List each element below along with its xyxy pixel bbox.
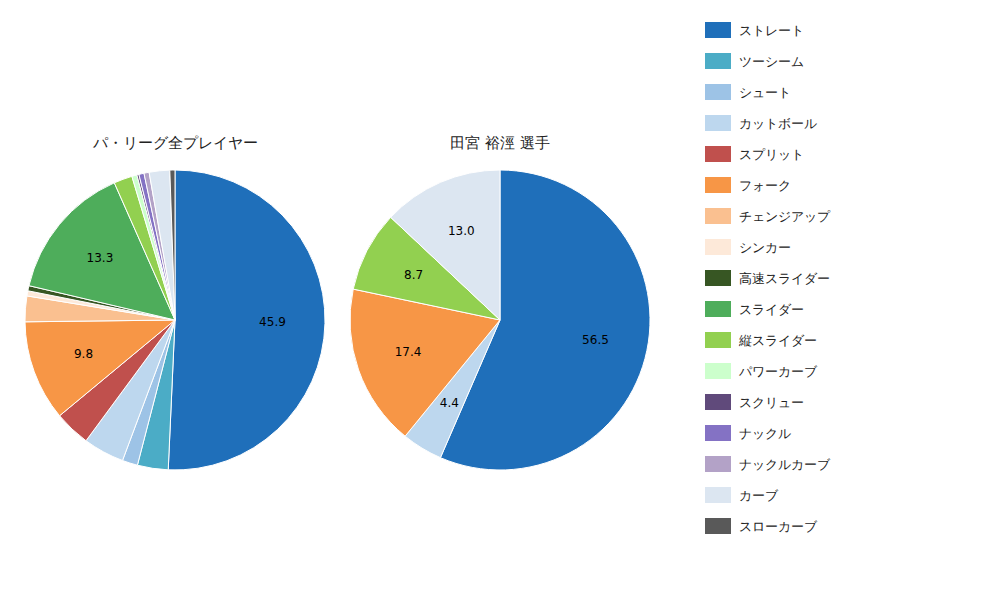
legend-swatch	[705, 270, 731, 286]
data-label: 56.5	[582, 333, 609, 347]
legend-label: 縦スライダー	[738, 333, 817, 348]
legend-label: ストレート	[739, 23, 804, 38]
chart-title: パ・リーグ全プレイヤー	[92, 134, 258, 152]
data-label: 13.3	[87, 251, 114, 265]
data-label: 13.0	[448, 224, 475, 238]
legend-swatch	[705, 115, 731, 131]
legend-swatch	[705, 301, 731, 317]
legend-label: 高速スライダー	[739, 271, 830, 286]
pie-slice	[391, 170, 500, 320]
pie-group	[25, 170, 325, 470]
legend-swatch	[705, 239, 731, 255]
legend-label: スローカーブ	[739, 519, 818, 534]
pie-group	[350, 170, 650, 470]
data-labels: 45.9 9.8 13.3	[74, 251, 286, 361]
legend-swatch	[705, 487, 731, 503]
legend-swatch	[705, 146, 731, 162]
legend-label: ナックル	[739, 426, 791, 441]
legend: ストレートツーシームシュートカットボールスプリットフォークチェンジアップシンカー…	[705, 22, 831, 534]
chart-title: 田宮 裕涇 選手	[450, 134, 550, 152]
legend-label: スプリット	[739, 147, 804, 162]
legend-label: ナックルカーブ	[739, 457, 831, 472]
legend-label: フォーク	[739, 178, 791, 193]
legend-swatch	[705, 425, 731, 441]
legend-label: ツーシーム	[739, 54, 804, 69]
legend-swatch	[705, 363, 731, 379]
legend-swatch	[705, 518, 731, 534]
legend-label: カーブ	[739, 488, 779, 503]
legend-swatch	[705, 84, 731, 100]
data-label: 9.8	[74, 347, 93, 361]
pie-slice	[168, 170, 325, 470]
legend-swatch	[705, 332, 731, 348]
legend-swatch	[705, 53, 731, 69]
legend-label: シュート	[739, 85, 791, 100]
data-label: 4.4	[440, 396, 459, 410]
chart-container: 45.9 9.8 13.3 パ・リーグ全プレイヤー 56.5 4.4 17.4 8.7 13.0…	[0, 0, 1000, 600]
pie-slice	[25, 320, 175, 416]
legend-label: スライダー	[739, 302, 804, 317]
data-labels: 56.5 4.4 17.4 8.7 13.0	[395, 224, 609, 411]
legend-swatch	[705, 177, 731, 193]
data-label: 17.4	[395, 345, 422, 359]
legend-label: カットボール	[739, 116, 817, 131]
legend-label: スクリュー	[739, 395, 804, 410]
legend-swatch	[705, 394, 731, 410]
legend-swatch	[705, 208, 731, 224]
data-label: 45.9	[259, 315, 286, 329]
legend-swatch	[705, 456, 731, 472]
legend-label: チェンジアップ	[739, 209, 831, 224]
legend-swatch	[705, 22, 731, 38]
pie-slice	[149, 170, 175, 320]
pie-slice	[170, 170, 175, 320]
chart-svg: 45.9 9.8 13.3 パ・リーグ全プレイヤー 56.5 4.4 17.4 8.7 13.0…	[0, 0, 1000, 600]
legend-label: シンカー	[739, 240, 791, 255]
data-label: 8.7	[404, 268, 423, 282]
legend-label: パワーカーブ	[738, 364, 818, 379]
